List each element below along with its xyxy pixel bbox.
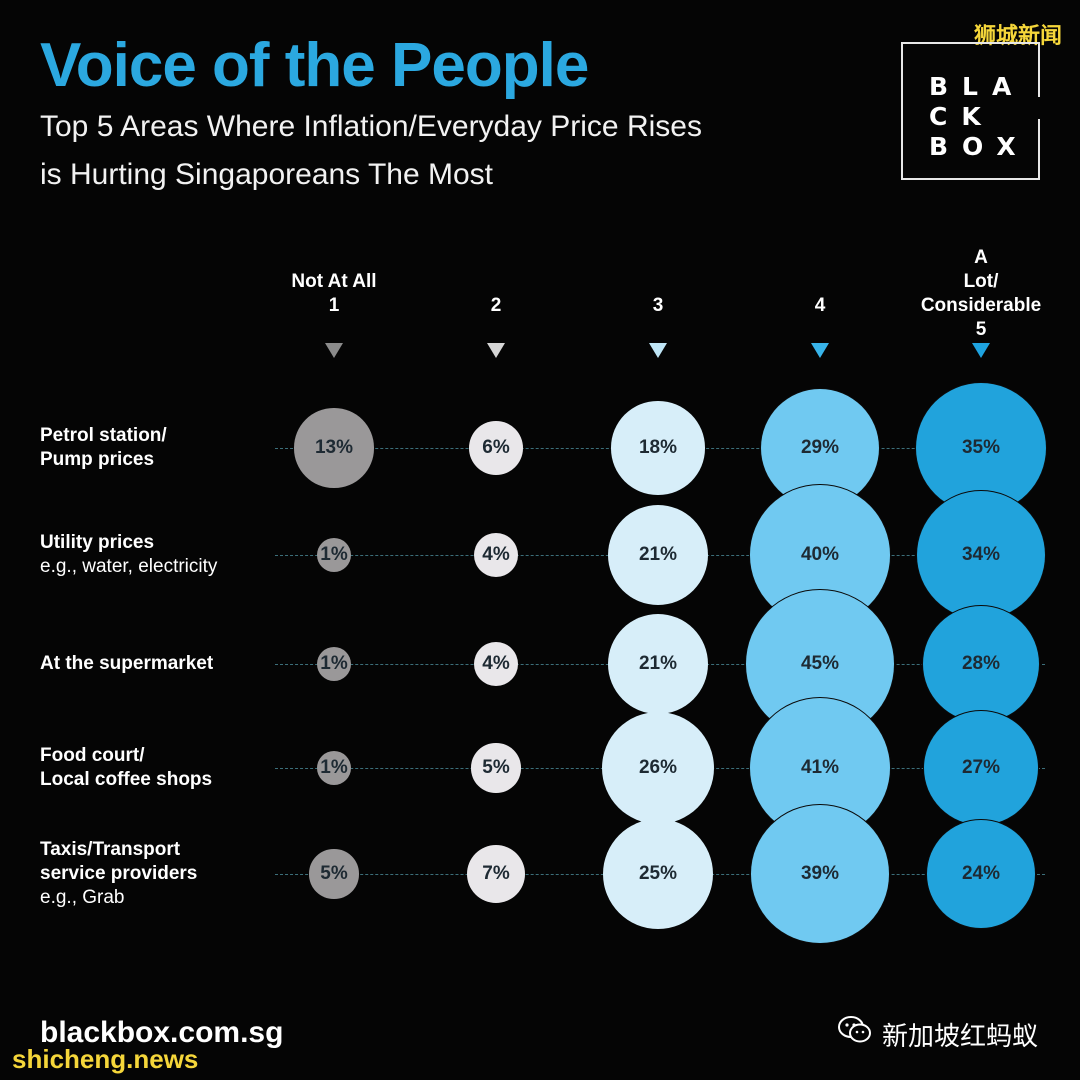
wechat-icon: [838, 1016, 871, 1043]
column-header-value: 1: [328, 295, 340, 316]
bubble-5-3: 25%: [603, 819, 713, 929]
bubble-1-3: 18%: [611, 401, 705, 495]
column-arrow-5: [972, 343, 990, 358]
logo-row-2: CK: [929, 102, 995, 131]
website-footer: blackbox.com.sg: [40, 1016, 284, 1049]
row-label-text: Food court/: [40, 745, 145, 766]
column-arrow-2: [487, 343, 505, 358]
bubble-2-2: 4%: [474, 533, 518, 577]
bubble-4-2: 5%: [471, 743, 521, 793]
watermark-bottom: shicheng.news: [12, 1044, 199, 1074]
row-label: Utility prices e.g., water, electricity: [40, 531, 280, 579]
bubble-2-3: 21%: [607, 504, 709, 606]
row-label-text: At the supermarket: [40, 653, 214, 674]
subtitle-line-2: is Hurting Singaporeans The Most: [40, 158, 494, 191]
bubble-3-2: 4%: [474, 642, 518, 686]
page-title: Voice of the People: [40, 31, 589, 100]
bubble-2-1: 1%: [317, 538, 351, 572]
column-header-5: A Lot/ Considerable 5: [901, 246, 1061, 342]
row-label-note: e.g., Grab: [40, 887, 125, 908]
row-label-text: Utility prices: [40, 532, 155, 553]
bubble-5-4: 39%: [751, 805, 889, 943]
column-header-2: 2: [416, 294, 576, 318]
column-arrow-3: [649, 343, 667, 358]
bubble-4-1: 1%: [317, 751, 351, 785]
row-label-note: e.g., water, electricity: [40, 556, 218, 577]
column-arrow-4: [811, 343, 829, 358]
subtitle-line-1: Top 5 Areas Where Inflation/Everyday Pri…: [40, 110, 702, 143]
bubble-5-5: 24%: [927, 820, 1035, 928]
blackbox-logo: BLA CK BOX: [901, 42, 1040, 180]
row-label: Petrol station/Pump prices: [40, 424, 280, 472]
bubble-3-1: 1%: [317, 647, 351, 681]
row-label: At the supermarket: [40, 652, 280, 676]
column-header-label: A: [974, 247, 988, 268]
column-header-value: 3: [652, 295, 664, 316]
row-label: Food court/Local coffee shops: [40, 744, 280, 792]
column-header-label: Not At All: [291, 271, 377, 292]
bubble-5-2: 7%: [466, 844, 526, 904]
column-header-value: 5: [975, 319, 987, 340]
row-label-text: Local coffee shops: [40, 769, 213, 790]
row-label-text: Petrol station/: [40, 425, 167, 446]
bubble-5-1: 5%: [309, 849, 359, 899]
bubble-1-2: 6%: [469, 421, 523, 475]
column-header-value: 4: [814, 295, 826, 316]
logo-row-1: BLA: [929, 72, 1026, 101]
column-header-label: Lot/ Considerable: [920, 271, 1042, 316]
bubble-4-3: 26%: [601, 711, 715, 825]
bubble-4-5: 27%: [923, 710, 1039, 826]
column-header-value: 2: [490, 295, 502, 316]
row-label-text: Taxis/Transport: [40, 839, 181, 860]
row-label-text: service providers: [40, 863, 198, 884]
column-header-3: 3: [578, 294, 738, 318]
bubble-3-5: 28%: [922, 605, 1040, 723]
bubble-1-1: 13%: [294, 408, 374, 488]
column-header-1: Not At All 1: [254, 270, 414, 318]
row-label: Taxis/Transport service providers e.g., Gr…: [40, 838, 280, 910]
row-label-text: Pump prices: [40, 449, 155, 470]
bubble-2-5: 34%: [916, 490, 1046, 620]
bubble-3-3: 21%: [607, 613, 709, 715]
column-header-4: 4: [740, 294, 900, 318]
wechat-account: 新加坡红蚂蚁: [882, 1021, 1039, 1051]
column-arrow-1: [325, 343, 343, 358]
logo-row-3: BOX: [929, 132, 1030, 161]
logo-notch: [1026, 97, 1044, 119]
